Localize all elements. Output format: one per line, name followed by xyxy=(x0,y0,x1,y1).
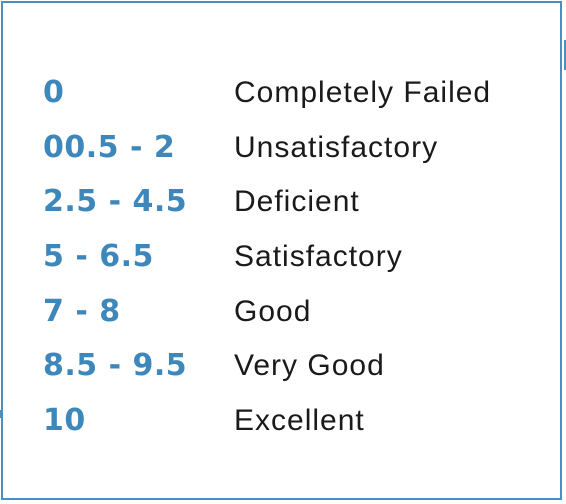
grade-score: 7 - 8 xyxy=(43,293,121,329)
grading-scale-list: 0 Completely Failed 00.5 - 2 Unsatisfact… xyxy=(43,71,543,454)
grade-row: 0 Completely Failed xyxy=(43,71,543,126)
frame-edge-mark xyxy=(564,40,566,70)
grade-score: 00.5 - 2 xyxy=(43,129,176,165)
grade-label: Very Good xyxy=(234,349,385,383)
frame-edge-mark xyxy=(0,410,2,418)
grade-score: 0 xyxy=(43,75,65,110)
grade-score: 2.5 - 4.5 xyxy=(43,184,188,220)
grade-label: Excellent xyxy=(234,404,365,438)
grade-label: Satisfactory xyxy=(234,240,403,274)
grade-label: Completely Failed xyxy=(234,76,492,109)
grade-row: 7 - 8 Good xyxy=(43,290,543,345)
grade-label: Deficient xyxy=(234,185,360,219)
grade-score: 5 - 6.5 xyxy=(43,239,154,275)
grade-row: 2.5 - 4.5 Deficient xyxy=(43,180,543,235)
grade-row: 8.5 - 9.5 Very Good xyxy=(43,344,543,399)
grade-row: 00.5 - 2 Unsatisfactory xyxy=(43,126,543,181)
grade-row: 10 Excellent xyxy=(43,399,543,454)
grade-score: 8.5 - 9.5 xyxy=(43,348,188,384)
grade-row: 5 - 6.5 Satisfactory xyxy=(43,235,543,290)
grade-label: Good xyxy=(234,294,312,328)
grade-score: 10 xyxy=(43,403,86,439)
grade-label: Unsatisfactory xyxy=(234,130,439,164)
